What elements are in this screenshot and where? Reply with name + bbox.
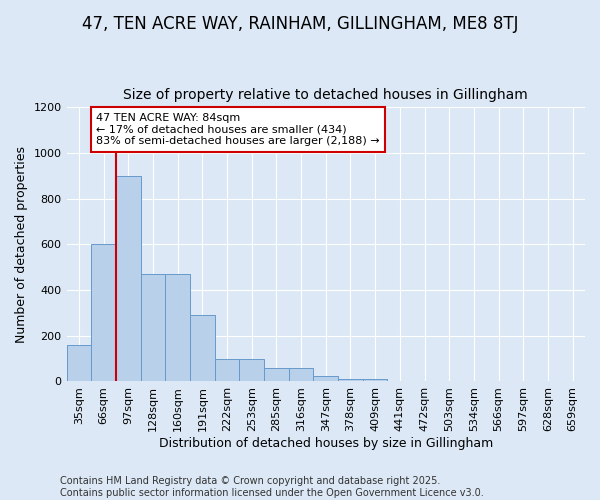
Bar bbox=[338, 379, 363, 382]
Bar bbox=[239, 358, 264, 382]
Bar bbox=[165, 274, 190, 382]
Bar bbox=[313, 376, 338, 382]
Bar bbox=[215, 358, 239, 382]
X-axis label: Distribution of detached houses by size in Gillingham: Distribution of detached houses by size … bbox=[158, 437, 493, 450]
Bar bbox=[190, 315, 215, 382]
Bar bbox=[67, 345, 91, 382]
Text: 47 TEN ACRE WAY: 84sqm
← 17% of detached houses are smaller (434)
83% of semi-de: 47 TEN ACRE WAY: 84sqm ← 17% of detached… bbox=[96, 113, 380, 146]
Y-axis label: Number of detached properties: Number of detached properties bbox=[15, 146, 28, 343]
Bar bbox=[264, 368, 289, 382]
Bar bbox=[140, 274, 165, 382]
Text: 47, TEN ACRE WAY, RAINHAM, GILLINGHAM, ME8 8TJ: 47, TEN ACRE WAY, RAINHAM, GILLINGHAM, M… bbox=[82, 15, 518, 33]
Bar bbox=[116, 176, 140, 382]
Text: Contains HM Land Registry data © Crown copyright and database right 2025.
Contai: Contains HM Land Registry data © Crown c… bbox=[60, 476, 484, 498]
Title: Size of property relative to detached houses in Gillingham: Size of property relative to detached ho… bbox=[124, 88, 528, 102]
Bar bbox=[91, 244, 116, 382]
Bar bbox=[289, 368, 313, 382]
Bar bbox=[363, 379, 388, 382]
